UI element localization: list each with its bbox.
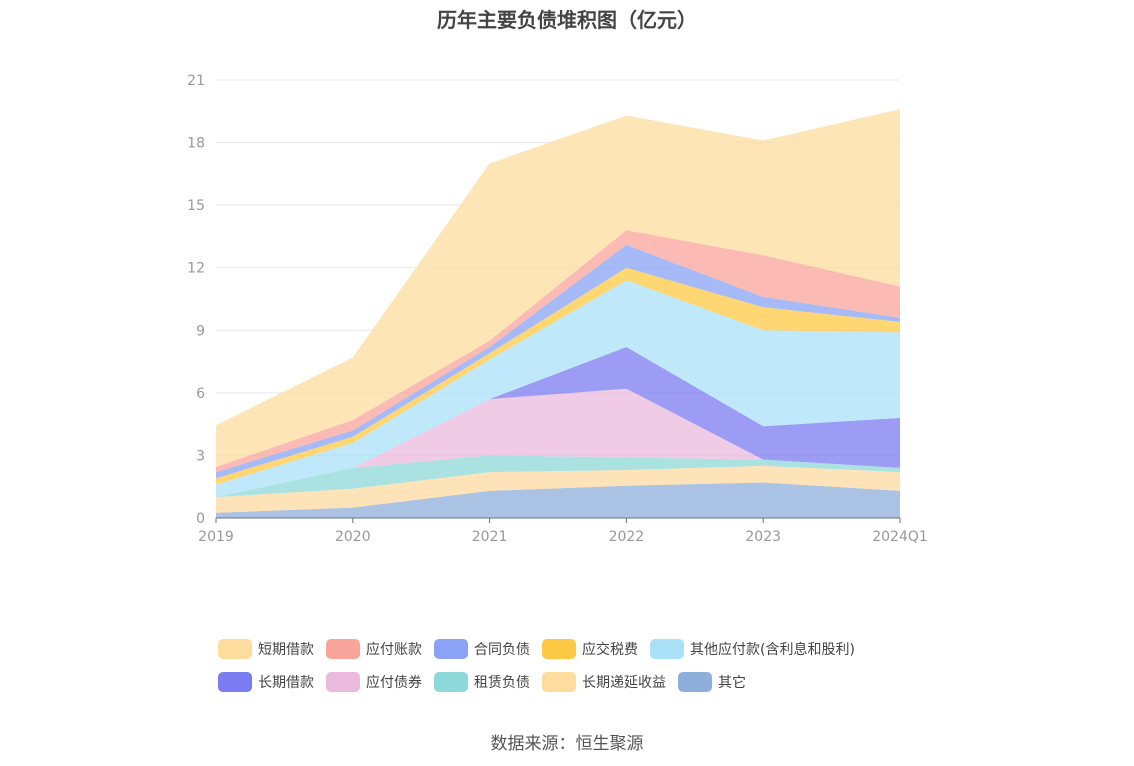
legend-swatch	[326, 638, 360, 659]
legend-swatch	[434, 671, 468, 692]
legend-label: 应交税费	[582, 641, 638, 658]
legend-item[interactable]: 应交税费	[542, 638, 638, 659]
y-tick-label: 3	[196, 448, 205, 464]
legend-label: 短期借款	[258, 641, 314, 658]
legend-item[interactable]: 合同负债	[434, 638, 530, 659]
area-series-4[interactable]	[216, 347, 900, 498]
legend: 短期借款 应付账款 合同负债 应交税费 其他应付款(含利息和股利) 长期借款 应付债券 租赁负…	[218, 632, 938, 698]
y-tick-label: 0	[196, 511, 205, 527]
y-tick-label: 9	[196, 323, 205, 339]
legend-label: 长期借款	[258, 674, 314, 691]
x-tick-label: 2021	[472, 529, 508, 545]
legend-label: 其它	[718, 674, 746, 691]
area-series-9[interactable]	[216, 109, 900, 467]
stacked-areas	[216, 109, 900, 518]
legend-swatch	[678, 671, 712, 692]
area-series-6[interactable]	[216, 267, 900, 485]
area-series-5[interactable]	[216, 280, 900, 498]
y-tick-label: 21	[187, 73, 205, 89]
legend-label: 其他应付款(含利息和股利)	[690, 641, 855, 658]
area-series-7[interactable]	[216, 244, 900, 479]
legend-swatch	[650, 638, 684, 659]
area-series-2[interactable]	[216, 455, 900, 498]
legend-label: 合同负债	[474, 641, 530, 658]
y-tick-label: 12	[187, 261, 205, 277]
y-tick-label: 15	[187, 198, 205, 214]
legend-swatch	[326, 671, 360, 692]
x-tick-label: 2023	[745, 529, 781, 545]
legend-swatch	[542, 638, 576, 659]
legend-item[interactable]: 其它	[678, 671, 746, 692]
legend-item[interactable]: 长期递延收益	[542, 671, 666, 692]
x-tick-label: 2019	[198, 529, 234, 545]
legend-item[interactable]: 其他应付款(含利息和股利)	[650, 638, 855, 659]
axes: 2019 2020 2021 2022 2023 2024Q1	[198, 517, 928, 545]
legend-label: 应付账款	[366, 641, 422, 658]
legend-item[interactable]: 应付账款	[326, 638, 422, 659]
y-tick-label: 6	[196, 386, 205, 402]
x-tick-label: 2022	[609, 529, 645, 545]
x-tick-label: 2024Q1	[872, 529, 928, 545]
legend-label: 租赁负债	[474, 674, 530, 691]
legend-row-0: 短期借款 应付账款 合同负债 应交税费 其他应付款(含利息和股利)	[218, 632, 938, 665]
area-series-8[interactable]	[216, 230, 900, 473]
legend-item[interactable]: 短期借款	[218, 638, 314, 659]
area-series-1[interactable]	[216, 465, 900, 513]
area-series-3[interactable]	[216, 388, 900, 498]
data-source: 数据来源：恒生聚源	[490, 734, 644, 754]
chart-title: 历年主要负债堆积图（亿元）	[437, 8, 697, 32]
legend-row-1: 长期借款 应付债券 租赁负债 长期递延收益 其它	[218, 665, 938, 698]
y-tick-label: 18	[187, 136, 205, 152]
legend-swatch	[542, 671, 576, 692]
legend-item[interactable]: 应付债券	[326, 671, 422, 692]
area-series-0[interactable]	[216, 482, 900, 519]
legend-label: 应付债券	[366, 674, 422, 691]
legend-label: 长期递延收益	[582, 674, 666, 691]
legend-item[interactable]: 长期借款	[218, 671, 314, 692]
legend-swatch	[218, 671, 252, 692]
legend-swatch	[434, 638, 468, 659]
legend-item[interactable]: 租赁负债	[434, 671, 530, 692]
x-tick-label: 2020	[335, 529, 371, 545]
legend-swatch	[218, 638, 252, 659]
